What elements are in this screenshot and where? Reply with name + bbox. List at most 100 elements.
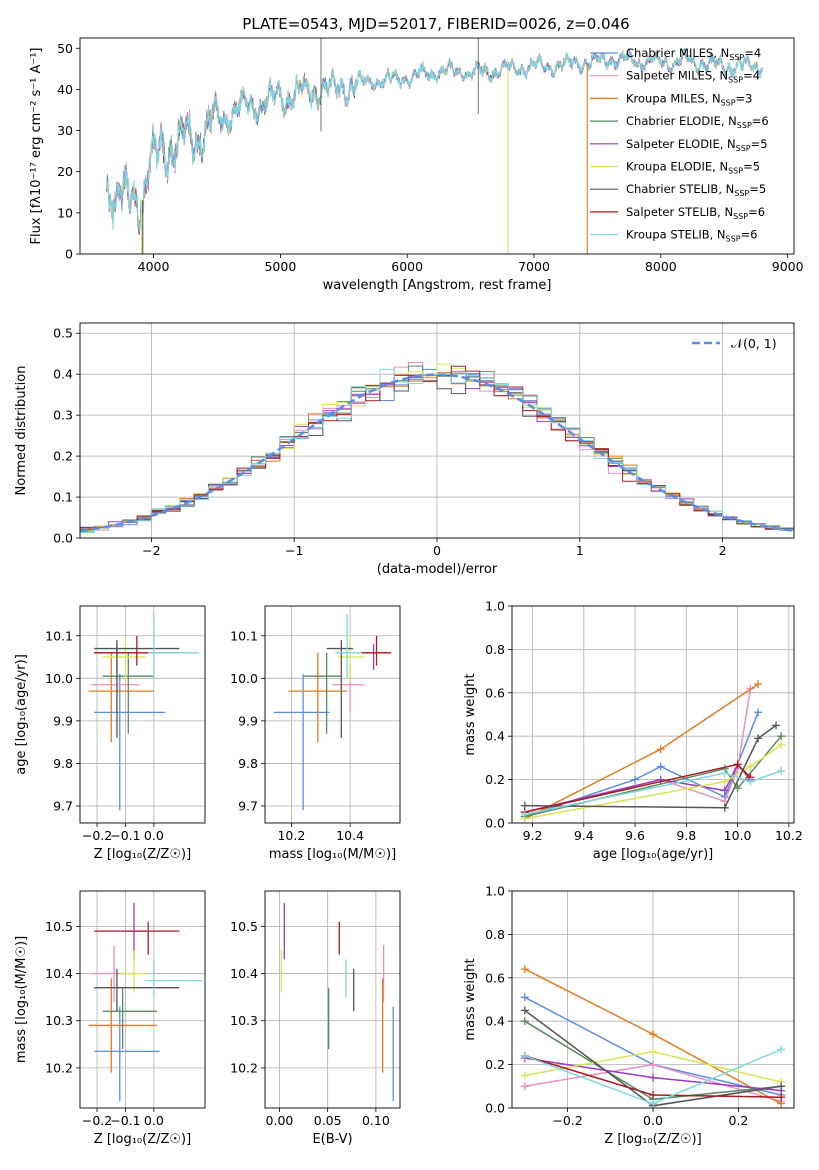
x-tick-label: 0.2 (729, 1113, 749, 1128)
y-tick-label: 9.7 (238, 798, 258, 813)
chart-weight_vs_age: 9.2 9.4 9.6 9.8 10.0 10.2 0.0 0.2 0.4 0.6 0.8 1.0 ag… (463, 599, 803, 863)
weight-line (524, 724, 777, 809)
weight-marker (777, 1093, 786, 1102)
x-tick-label: 2 (719, 543, 727, 558)
errorbar-chabrier-miles (94, 674, 166, 811)
y-tick-label: 0.0 (53, 531, 73, 546)
y-tick-label: 10.2 (45, 1060, 73, 1075)
y-tick-label: 0.4 (485, 1014, 505, 1029)
x-tick-label: 0.10 (362, 1113, 390, 1128)
weight-marker (656, 745, 665, 754)
chart-weight_vs_Z: −0.2 0.0 0.2 0.0 0.2 0.4 0.6 0.8 1.0 Z [log₁₀(Z/Z… (463, 884, 795, 1147)
weight-marker (772, 721, 781, 730)
spectrum-legend: Chabrier MILES, NSSP=4 Salpeter MILES, NS… (590, 46, 769, 244)
errorbar-kroupa-miles (88, 652, 154, 743)
normal-curve (80, 373, 794, 533)
weight-marker (649, 1099, 657, 1108)
legend-entry: Chabrier STELIB, NSSP=5 (626, 182, 766, 198)
x-tick-label: 9000 (772, 259, 804, 274)
y-tick-label: 0.1 (53, 490, 73, 505)
x-tick-label: 9.8 (676, 828, 696, 843)
weight-series-salpeter-miles (520, 684, 755, 817)
y-tick-label: 0.4 (53, 367, 73, 382)
chart-residuals: −2 −1 0 1 2 0.0 0.1 0.2 0.3 0.4 0.5 (data-model)/er… (14, 322, 795, 577)
y-tick-label: 10.4 (45, 966, 73, 981)
weight-marker (520, 1071, 529, 1080)
weight-marker (520, 993, 529, 1002)
y-tick-label: 10.2 (230, 1060, 258, 1075)
weight-marker (754, 734, 763, 743)
weight-series-kroupa-elodie (520, 740, 786, 823)
x-tick-label: 0.00 (266, 1113, 294, 1128)
legend-entry: Chabrier MILES, NSSP=4 (626, 46, 761, 62)
y-tick-label: 0.5 (53, 326, 73, 341)
errorbar-kroupa-miles (288, 652, 348, 743)
axes-frame (79, 322, 795, 539)
y-tick-label: 0.6 (485, 685, 505, 700)
weight-marker (520, 810, 529, 819)
errorbar-salpeter-stelib (94, 921, 180, 955)
y-tick-label: 0.2 (485, 772, 505, 787)
weight-series-kroupa-elodie (520, 1047, 786, 1086)
y-tick-label: 10.3 (45, 1013, 73, 1028)
weight-marker (649, 1047, 657, 1056)
errorbar-kroupa-elodie (119, 949, 149, 993)
axes-frame (511, 605, 795, 824)
chart-age_vs_Z: −0.2−0.1 0.0 9.7 9.8 9.9 10.0 10.1 Z [log₁₀(Z/Z… (14, 605, 206, 862)
weight-series-salpeter-stelib (520, 760, 755, 817)
weight-marker (777, 1082, 786, 1091)
weight-marker (746, 762, 755, 771)
axes-frame (79, 37, 795, 255)
weight-series-kroupa-stelib (520, 766, 786, 819)
errorbar-chabrier-stelib (326, 640, 354, 738)
x-tick-label: 4000 (138, 259, 170, 274)
plot-area-age_vs_Z (88, 614, 200, 811)
x-tick-label: 0.0 (643, 1113, 663, 1128)
y-tick-label: 0.8 (485, 927, 505, 942)
x-axis-label: (data-model)/error (377, 562, 498, 577)
axes-frame (79, 605, 206, 824)
y-tick-label: 9.9 (53, 713, 73, 728)
weight-marker (777, 766, 786, 775)
y-tick-label: 10.0 (45, 671, 73, 686)
plot-area-age_vs_mass (273, 614, 392, 811)
y-tick-label: 9.7 (53, 798, 73, 813)
x-tick-label: 10.2 (775, 828, 803, 843)
errorbar-chabrier-stelib (94, 968, 180, 1012)
y-tick-label: 30 (57, 123, 73, 138)
y-tick-label: 9.9 (238, 713, 258, 728)
weight-line (524, 744, 782, 820)
y-tick-label: 0.8 (485, 642, 505, 657)
weight-line (524, 683, 759, 820)
weight-marker (720, 786, 729, 795)
errorbar-chabrier-elodie (303, 652, 342, 734)
errorbar-salpeter-miles (91, 665, 140, 713)
plot-area-weight_vs_age (520, 680, 786, 823)
y-tick-label: 10.5 (45, 919, 73, 934)
errorbar-kroupa-elodie (102, 635, 146, 683)
weight-marker (656, 762, 665, 771)
y-tick-label: 20 (57, 164, 73, 179)
y-tick-label: 10.5 (230, 919, 258, 934)
x-tick-label: −1 (285, 543, 303, 558)
errorbar-chabrier-miles (94, 1006, 160, 1101)
errorbar-chabrier-elodie (102, 652, 154, 734)
x-axis-label: Z [log₁₀(Z/Z☉)] (94, 847, 191, 862)
errorbar-kroupa-stelib (148, 614, 200, 679)
residuals-legend: 𝒩(0, 1) (692, 336, 777, 351)
x-axis-label: mass [log₁₀(M/M☉)] (269, 847, 396, 862)
axes-frame (511, 890, 795, 1109)
y-tick-label: 10.0 (230, 671, 258, 686)
y-axis-label: Flux [fλ10⁻¹⁷ erg cm⁻² s⁻¹ A⁻¹] (29, 48, 44, 245)
weight-marker (649, 1030, 657, 1039)
x-axis-label: Z [log₁₀(Z/Z☉)] (604, 1132, 701, 1147)
axes-frame (264, 605, 401, 824)
y-tick-label: 0.4 (485, 729, 505, 744)
plot-area-mass_vs_ebv (280, 902, 394, 1101)
x-tick-label: −0.1 (110, 828, 140, 843)
y-tick-label: 1.0 (485, 599, 505, 614)
x-tick-label: 6000 (391, 259, 423, 274)
x-tick-label: 10.0 (724, 828, 752, 843)
y-tick-label: 10.1 (45, 628, 73, 643)
